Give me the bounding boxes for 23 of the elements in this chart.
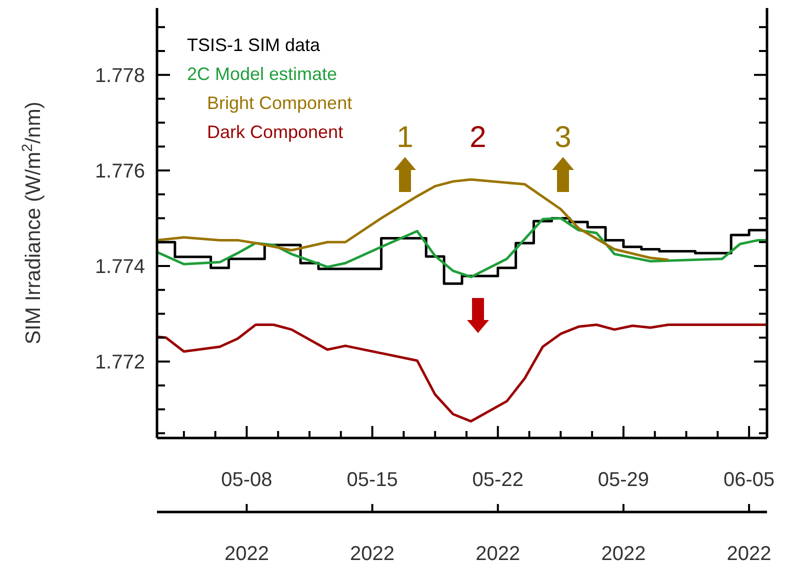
text: 2C Model estimate (187, 63, 338, 86)
line-series (157, 178, 670, 262)
x-tick-label: 06-05 (723, 469, 775, 491)
annotation: 3 (554, 121, 572, 154)
y-tick-label: 1.776 (94, 160, 145, 182)
annotation: 2 (470, 121, 486, 154)
x2-tick-label: 2022 (726, 543, 772, 565)
y-tick-label: 1.774 (94, 256, 145, 278)
y-tick-label: 1.778 (94, 64, 145, 87)
x-tick-label: 05-22 (472, 469, 524, 491)
y-tick-label: 1.772 (94, 352, 145, 374)
x-tick-label: 05-08 (221, 469, 272, 491)
x-tick-label: 05-15 (346, 469, 398, 491)
x-tick-label: 05-29 (598, 469, 650, 491)
text: Dark Component (206, 121, 344, 144)
line-series (157, 324, 767, 423)
x2-tick-label: 2022 (476, 543, 520, 565)
text: TSIS-1 SIM data (187, 34, 322, 57)
x2-tick-label: 2022 (224, 543, 269, 565)
x2-tick-label: 2022 (350, 543, 395, 565)
x2-tick-label: 2022 (601, 543, 646, 565)
annotation: 1 (396, 121, 414, 154)
text: Bright Component (206, 92, 352, 115)
